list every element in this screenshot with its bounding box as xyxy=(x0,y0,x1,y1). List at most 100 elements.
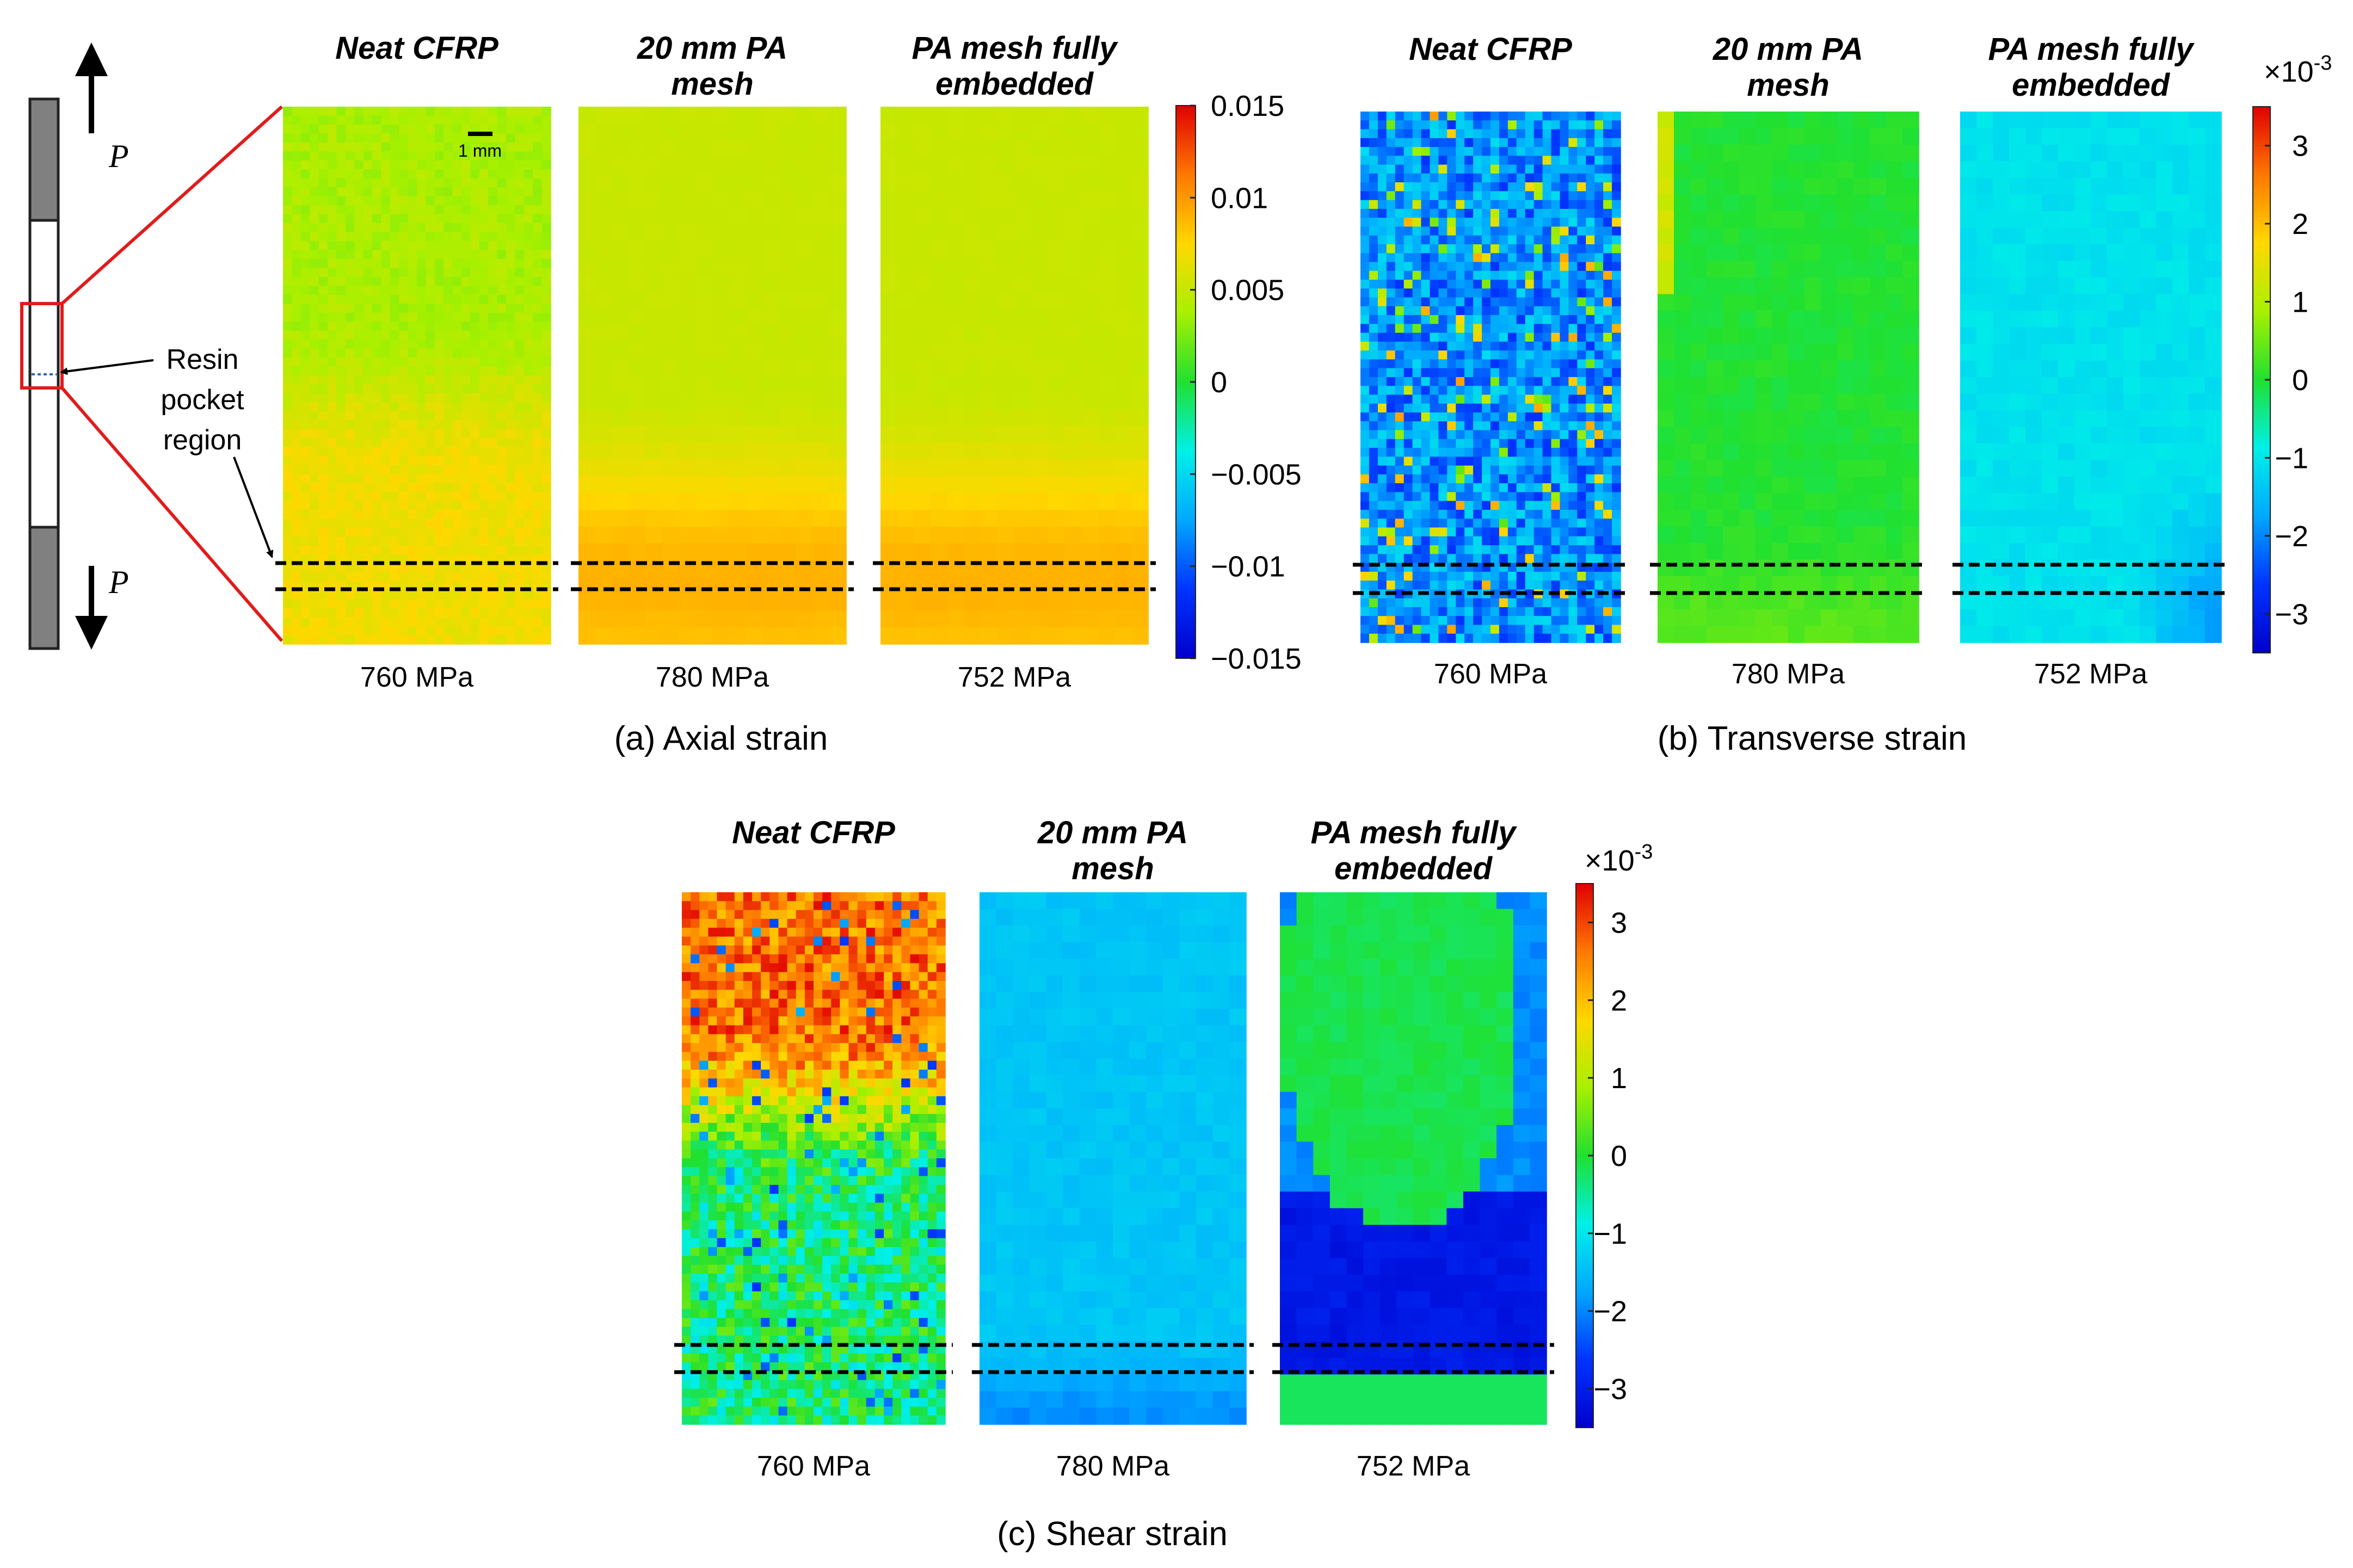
map-cell xyxy=(426,608,435,618)
map-cell xyxy=(1014,526,1032,544)
map-cell xyxy=(1612,536,1621,546)
map-cell xyxy=(947,526,965,544)
map-cell xyxy=(488,420,498,430)
map-cell xyxy=(1586,571,1595,581)
map-cell xyxy=(931,510,948,527)
map-cell xyxy=(328,339,337,349)
map-cell xyxy=(444,429,453,439)
map-cell xyxy=(1369,297,1378,307)
map-cell xyxy=(1499,332,1508,342)
map-cell xyxy=(629,157,646,175)
map-cell xyxy=(300,107,310,116)
map-cell xyxy=(434,142,444,152)
map-cell xyxy=(964,526,982,544)
map-cell xyxy=(318,133,328,143)
map-cell xyxy=(372,402,382,412)
map-cell xyxy=(612,526,630,544)
map-cell xyxy=(479,635,489,645)
map-cell xyxy=(1412,262,1422,271)
map-cell xyxy=(981,224,999,242)
map-cell xyxy=(1482,173,1491,183)
map-cell xyxy=(662,510,680,527)
map-cell xyxy=(300,214,310,224)
map-cell xyxy=(1507,244,1517,254)
map-cell xyxy=(1473,368,1482,378)
map-cell xyxy=(1594,315,1604,325)
map-cell xyxy=(345,518,355,528)
map-cell xyxy=(300,393,310,403)
map-cell xyxy=(488,563,498,573)
map-cell xyxy=(1603,332,1612,342)
map-cell xyxy=(1114,359,1132,376)
map-cell xyxy=(372,142,382,152)
map-cell xyxy=(997,342,1015,359)
map-cell xyxy=(426,214,435,224)
map-cell xyxy=(1594,633,1604,643)
map-cell xyxy=(300,590,310,600)
map-cell xyxy=(1551,208,1561,218)
map-cell xyxy=(399,527,409,538)
map-cell xyxy=(328,276,337,287)
map-cell xyxy=(1360,341,1370,351)
map-cell xyxy=(1560,120,1569,130)
map-cell xyxy=(1412,448,1422,458)
map-cell xyxy=(1525,554,1535,564)
map-cell xyxy=(1533,368,1543,378)
map-cell xyxy=(381,447,391,456)
map-cell xyxy=(1360,598,1370,608)
map-cell xyxy=(1064,476,1082,493)
map-cell xyxy=(1542,156,1552,165)
map-cell xyxy=(292,124,301,134)
map-cell xyxy=(1081,510,1099,527)
map-cell xyxy=(1533,129,1543,139)
map-cell xyxy=(1902,311,1919,328)
map-cell xyxy=(629,308,646,326)
map-cell xyxy=(506,420,516,430)
map-cell xyxy=(345,483,355,492)
map-cell xyxy=(829,157,847,175)
map-cell xyxy=(363,375,373,385)
map-cell xyxy=(1369,262,1378,271)
map-cell xyxy=(1772,311,1789,328)
map-cell xyxy=(408,258,417,269)
map-cell xyxy=(523,312,533,322)
map-cell xyxy=(345,474,355,484)
map-cell xyxy=(1490,332,1500,342)
map-cell xyxy=(444,258,453,269)
map-cell xyxy=(417,420,427,430)
map-cell xyxy=(645,274,663,292)
map-cell xyxy=(880,157,898,175)
map-cell xyxy=(1403,545,1413,555)
map-cell xyxy=(336,572,346,582)
map-cell xyxy=(612,308,630,326)
map-cell xyxy=(417,214,427,224)
map-cell xyxy=(345,536,355,546)
map-cell xyxy=(1131,459,1149,477)
map-cell xyxy=(434,474,444,484)
map-cell xyxy=(1551,280,1561,289)
map-cell xyxy=(1577,536,1586,546)
map-cell xyxy=(1081,224,1099,242)
map-cell xyxy=(662,459,680,477)
map-cell xyxy=(779,610,797,628)
map-cell xyxy=(1412,173,1422,183)
map-cell xyxy=(1447,120,1456,130)
map-cell xyxy=(1447,359,1456,369)
map-cell xyxy=(695,207,713,225)
map-cell xyxy=(1568,138,1578,147)
map-cell xyxy=(829,392,847,410)
map-cell xyxy=(1482,147,1491,157)
map-cell xyxy=(461,115,471,125)
map-cell xyxy=(381,375,391,385)
map-cell xyxy=(1490,421,1500,431)
map-cell xyxy=(1464,430,1474,440)
map-cell xyxy=(1690,161,1707,178)
map-cell xyxy=(997,190,1015,208)
map-cell xyxy=(1377,138,1387,147)
map-cell xyxy=(1395,536,1405,546)
map-cell xyxy=(1560,332,1569,342)
map-cell xyxy=(417,626,427,636)
map-cell xyxy=(283,276,293,287)
map-cell xyxy=(1533,448,1543,458)
map-cell xyxy=(461,142,471,152)
